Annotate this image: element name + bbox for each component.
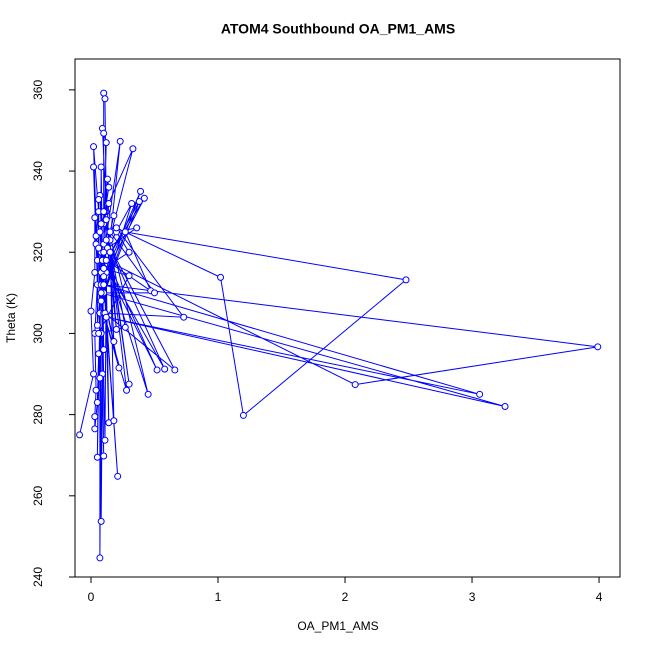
- data-point: [96, 374, 104, 382]
- data-point: [125, 272, 133, 280]
- data-point: [100, 264, 108, 272]
- data-point: [101, 95, 109, 103]
- data-point: [114, 472, 122, 480]
- y-tick-label: 260: [31, 485, 45, 505]
- data-point: [93, 398, 101, 406]
- data-point: [93, 453, 101, 461]
- data-point: [153, 366, 161, 374]
- data-point: [97, 517, 105, 525]
- x-tick-label: 3: [469, 590, 476, 604]
- data-point: [90, 370, 98, 378]
- y-tick-label: 240: [31, 567, 45, 587]
- data-point: [116, 137, 124, 145]
- data-point: [402, 276, 410, 284]
- data-point: [102, 236, 110, 244]
- x-tick-label: 4: [596, 590, 603, 604]
- data-point: [123, 386, 131, 394]
- data-point: [121, 323, 129, 331]
- data-point: [91, 214, 99, 222]
- data-point: [105, 200, 113, 208]
- data-point: [100, 89, 108, 97]
- data-point: [97, 220, 105, 228]
- data-point: [112, 325, 120, 333]
- data-point: [102, 139, 110, 147]
- data-point: [76, 431, 84, 439]
- data-point: [128, 200, 136, 208]
- data-point: [239, 411, 247, 419]
- data-point: [100, 346, 108, 354]
- data-point: [100, 129, 108, 137]
- data-point: [96, 554, 104, 562]
- data-point: [125, 380, 133, 388]
- data-point: [112, 224, 120, 232]
- data-point: [135, 197, 143, 205]
- plot-box: [74, 58, 621, 578]
- data-point: [97, 289, 105, 297]
- data-point: [106, 248, 114, 256]
- data-point: [95, 195, 103, 203]
- data-point: [125, 248, 133, 256]
- y-tick-label: 300: [31, 323, 45, 343]
- data-point: [100, 281, 108, 289]
- x-tick-label: 2: [342, 590, 349, 604]
- data-point: [102, 256, 110, 264]
- y-tick-label: 280: [31, 404, 45, 424]
- data-point: [102, 313, 110, 321]
- data-point: [93, 321, 101, 329]
- data-point: [102, 216, 110, 224]
- data-point: [115, 364, 123, 372]
- data-point: [121, 228, 129, 236]
- data-point: [90, 163, 98, 171]
- data-point: [180, 313, 188, 321]
- data-point: [133, 224, 141, 232]
- data-point: [95, 329, 103, 337]
- data-point: [97, 297, 105, 305]
- data-point: [129, 145, 137, 153]
- data-point: [137, 187, 145, 195]
- data-point: [110, 338, 118, 346]
- data-point: [105, 183, 113, 191]
- data-point: [100, 273, 108, 281]
- data-point: [100, 452, 108, 460]
- data-point: [140, 194, 148, 202]
- data-point: [91, 269, 99, 277]
- data-point: [100, 208, 108, 216]
- data-point: [161, 365, 169, 373]
- data-point: [87, 307, 95, 315]
- data-point: [96, 228, 104, 236]
- data-point: [171, 366, 179, 374]
- y-tick-label: 360: [31, 80, 45, 100]
- x-tick-label: 1: [215, 590, 222, 604]
- y-tick-label: 340: [31, 161, 45, 181]
- data-point: [101, 436, 109, 444]
- y-tick-label: 320: [31, 242, 45, 262]
- data-point: [100, 248, 108, 256]
- data-point: [106, 228, 114, 236]
- data-point: [594, 343, 602, 351]
- data-point: [95, 350, 103, 358]
- data-point: [144, 390, 152, 398]
- data-point: [151, 289, 159, 297]
- data-point: [476, 390, 484, 398]
- x-axis-label: OA_PM1_AMS: [297, 619, 378, 633]
- data-line: [79, 92, 598, 558]
- data-point: [90, 143, 98, 151]
- data-point: [95, 244, 103, 252]
- data-point: [91, 413, 99, 421]
- data-point: [110, 212, 118, 220]
- data-point: [110, 417, 118, 425]
- data-point: [351, 381, 359, 389]
- chart-title: ATOM4 Southbound OA_PM1_AMS: [221, 21, 455, 37]
- y-axis-label: Theta (K): [4, 293, 18, 343]
- data-point: [104, 175, 112, 183]
- data-point: [92, 386, 100, 394]
- data-point: [97, 163, 105, 171]
- data-point: [501, 402, 509, 410]
- x-tick-label: 0: [88, 590, 95, 604]
- data-point: [217, 273, 225, 281]
- data-point: [91, 425, 99, 433]
